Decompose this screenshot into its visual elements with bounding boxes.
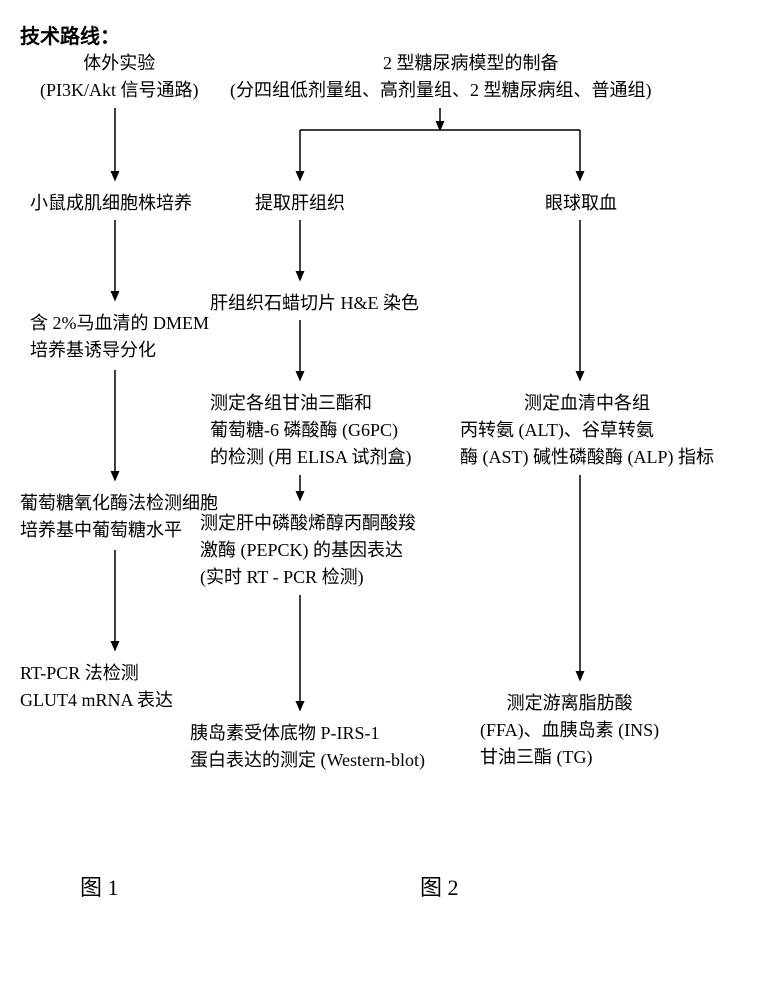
col2-n1: 提取肝组织: [255, 190, 345, 217]
col2-n3: 测定各组甘油三酯和 葡萄糖-6 磷酸酶 (G6PC) 的检测 (用 ELISA …: [210, 390, 412, 471]
col1-n3-line2: 培养基中葡萄糖水平: [20, 517, 218, 544]
col3-n3-line2: (FFA)、血胰岛素 (INS): [480, 717, 659, 744]
col2-n4: 测定肝中磷酸烯醇丙酮酸羧 激酶 (PEPCK) 的基因表达 (实时 RT - P…: [200, 510, 416, 591]
col23-header: 2 型糖尿病模型的制备 (分四组低剂量组、高剂量组、2 型糖尿病组、普通组): [260, 50, 682, 104]
col1-n2-line1: 含 2%马血清的 DMEM: [30, 310, 209, 337]
col23-header-line1: 2 型糖尿病模型的制备: [260, 50, 682, 77]
col2-n5-line2: 蛋白表达的测定 (Western-blot): [190, 747, 425, 774]
col1-header-line2: (PI3K/Akt 信号通路): [40, 77, 199, 104]
col3-n2-line1: 测定血清中各组: [460, 390, 714, 417]
col1-n3-line1: 葡萄糖氧化酶法检测细胞: [20, 490, 218, 517]
col1-n2: 含 2%马血清的 DMEM 培养基诱导分化: [30, 310, 209, 364]
page-title: 技术路线：: [20, 20, 120, 49]
col2-n4-line2: 激酶 (PEPCK) 的基因表达: [200, 537, 416, 564]
col3-n1: 眼球取血: [545, 190, 617, 217]
col1-n4: RT-PCR 法检测 GLUT4 mRNA 表达: [20, 660, 173, 714]
col2-n2: 肝组织石蜡切片 H&E 染色: [210, 290, 419, 317]
col3-n3: 测定游离脂肪酸 (FFA)、血胰岛素 (INS) 甘油三酯 (TG): [480, 690, 659, 771]
col1-header: 体外实验 (PI3K/Akt 信号通路): [40, 50, 199, 104]
col3-n3-line3: 甘油三酯 (TG): [480, 744, 659, 771]
col2-n3-line1: 测定各组甘油三酯和: [210, 390, 412, 417]
col1-n3: 葡萄糖氧化酶法检测细胞 培养基中葡萄糖水平: [20, 490, 218, 544]
fig2-label: 图 2: [420, 870, 459, 902]
col1-header-line1: 体外实验: [40, 50, 199, 77]
col2-n5: 胰岛素受体底物 P-IRS-1 蛋白表达的测定 (Western-blot): [190, 720, 425, 774]
col1-n4-line1: RT-PCR 法检测: [20, 660, 173, 687]
col3-n2-line2: 丙转氨 (ALT)、谷草转氨: [460, 417, 714, 444]
col3-n2: 测定血清中各组 丙转氨 (ALT)、谷草转氨 酶 (AST) 碱性磷酸酶 (AL…: [460, 390, 714, 471]
col1-n4-line2: GLUT4 mRNA 表达: [20, 687, 173, 714]
col23-header-line2: (分四组低剂量组、高剂量组、2 型糖尿病组、普通组): [230, 77, 652, 104]
col3-n2-line3: 酶 (AST) 碱性磷酸酶 (ALP) 指标: [460, 444, 714, 471]
col2-n5-line1: 胰岛素受体底物 P-IRS-1: [190, 720, 425, 747]
col1-n1: 小鼠成肌细胞株培养: [30, 190, 192, 217]
col2-n4-line3: (实时 RT - PCR 检测): [200, 564, 416, 591]
fig1-label: 图 1: [80, 870, 119, 902]
col1-n2-line2: 培养基诱导分化: [30, 337, 209, 364]
col3-n3-line1: 测定游离脂肪酸: [480, 690, 659, 717]
col2-n3-line3: 的检测 (用 ELISA 试剂盒): [210, 444, 412, 471]
col2-n4-line1: 测定肝中磷酸烯醇丙酮酸羧: [200, 510, 416, 537]
col2-n3-line2: 葡萄糖-6 磷酸酶 (G6PC): [210, 417, 412, 444]
